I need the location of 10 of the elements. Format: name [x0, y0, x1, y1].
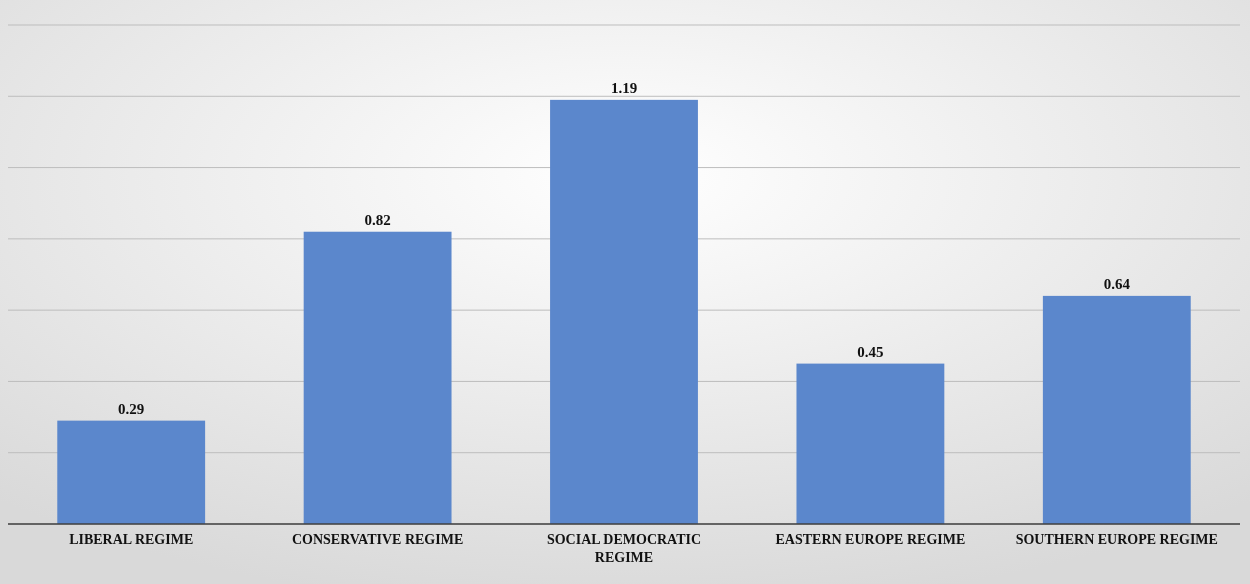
x-tick-label: CONSERVATIVE REGIME: [291, 532, 464, 547]
data-label: 0.45: [857, 343, 884, 360]
data-label: 0.82: [364, 211, 391, 228]
data-label: 0.64: [1103, 275, 1131, 292]
data-label: 1.19: [610, 79, 638, 96]
x-tick-label: LIBERAL REGIME: [69, 532, 194, 547]
data-label: 0.29: [118, 400, 145, 417]
x-tick-label: SOUTHERN EUROPE REGIME: [1015, 532, 1218, 547]
x-tick-label: EASTERN EUROPE REGIME: [775, 532, 966, 547]
x-tick-label: SOCIAL DEMOCRATIC REGIME: [546, 532, 702, 565]
